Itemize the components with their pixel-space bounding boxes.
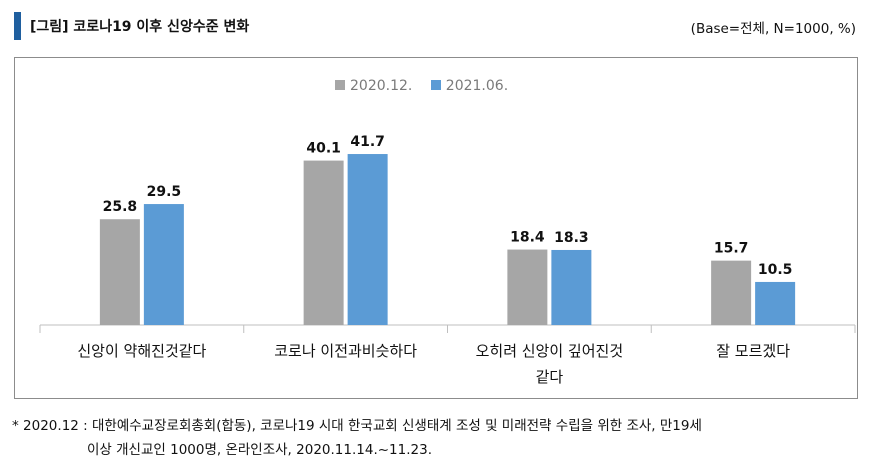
bar-2021-3 [755,281,796,325]
data-label-2021-2: 18.3 [554,230,589,246]
legend-label-2020: 2020.12. [350,78,413,94]
category-label-line: 코로나 이전과비슷하다 [274,342,418,360]
bar-2021-2 [551,249,592,325]
footnote-line-2: 이상 개신교인 1000명, 온라인조사, 2020.11.14.~11.23. [87,442,432,458]
data-label-2021-3: 10.5 [758,262,793,278]
category-label-line: 잘 모르겠다 [716,342,791,360]
legend-label-2021: 2021.06. [445,78,509,94]
base-note: (Base=전체, N=1000, %) [690,21,856,37]
category-label-line: 오히려 신앙이 깊어진것 [475,342,624,360]
data-label-2021-1: 41.7 [350,134,385,150]
bar-2021-1 [347,154,388,325]
bar-2020-3 [711,260,752,325]
title-bar: [그림] 코로나19 이후 신앙수준 변화 (Base=전체, N=1000, … [14,12,858,40]
data-label-2020-3: 15.7 [714,241,749,257]
bar-2020-1 [303,160,344,325]
bar-2021-0 [143,204,184,325]
category-label-line: 신앙이 약해진것같다 [77,342,207,360]
title-accent-bar [14,12,21,40]
chart-title: [그림] 코로나19 이후 신앙수준 변화 [30,19,250,35]
category-label-3: 잘 모르겠다 [653,338,853,364]
category-label-line: 같다 [535,368,564,386]
bar-2020-0 [99,219,140,325]
data-label-2020-1: 40.1 [306,141,341,157]
legend-item-2020: 2020.12. [335,78,412,94]
legend-swatch-2020 [335,80,345,90]
chart-frame [14,57,858,399]
category-label-1: 코로나 이전과비슷하다 [246,338,446,364]
legend: 2020.12. 2021.06. [335,78,522,94]
legend-item-2021: 2021.06. [430,78,509,94]
bar-2020-2 [507,249,548,325]
data-label-2020-0: 25.8 [103,199,138,215]
footnote: * 2020.12 : 대한예수교장로회총회(합동), 코로나19 시대 한국교… [12,414,702,462]
legend-swatch-2021 [430,80,441,90]
footnote-line-1: * 2020.12 : 대한예수교장로회총회(합동), 코로나19 시대 한국교… [12,418,702,434]
category-label-0: 신앙이 약해진것같다 [42,338,242,364]
data-label-2020-2: 18.4 [510,230,545,246]
data-label-2021-0: 29.5 [147,184,182,200]
